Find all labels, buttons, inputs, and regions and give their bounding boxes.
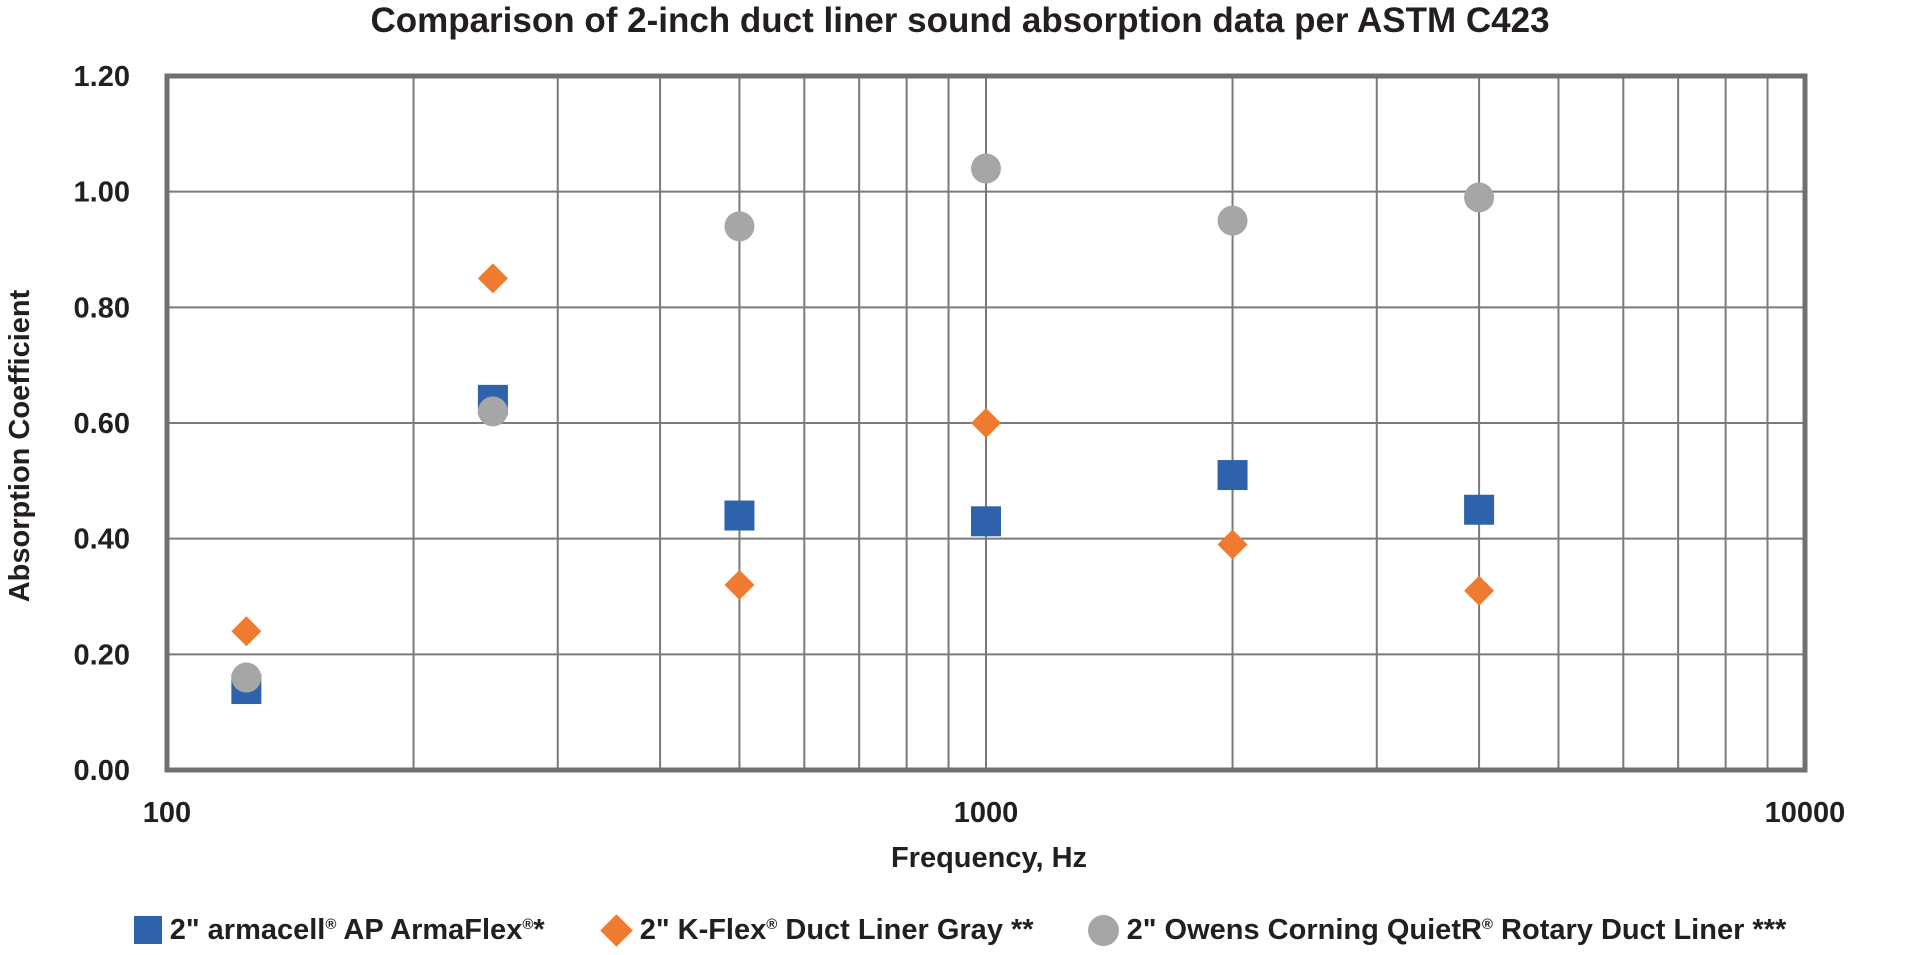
- circle-marker-icon: [1087, 914, 1119, 946]
- y-tick-label: 0.60: [74, 408, 130, 440]
- data-points: [231, 153, 1495, 705]
- y-tick-label: 0.80: [74, 292, 130, 324]
- legend-label-owens-corning: 2" Owens Corning QuietR® Rotary Duct Lin…: [1126, 913, 1787, 946]
- legend-label-kflex: 2" K-Flex® Duct Liner Gray **: [639, 913, 1034, 946]
- x-tick-label: 100: [143, 797, 191, 829]
- square-marker-icon: [133, 916, 162, 944]
- data-point-diamond: [724, 569, 755, 600]
- diamond-marker-icon: [599, 913, 633, 947]
- data-point-square: [1464, 494, 1495, 525]
- legend-item-kflex: 2" K-Flex® Duct Liner Gray **: [599, 914, 1034, 947]
- y-tick-label: 1.20: [74, 61, 130, 93]
- data-point-circle: [477, 396, 508, 427]
- y-tick-label: 0.20: [74, 639, 130, 671]
- data-point-square: [971, 506, 1001, 537]
- data-point-diamond: [477, 263, 508, 294]
- data-point-circle: [971, 153, 1001, 184]
- y-tick-label: 0.40: [74, 524, 130, 556]
- data-point-diamond: [1464, 575, 1495, 606]
- axes: 0.00 0.20 0.40 0.60 0.80 1.00 1.20 100 1000 10000: [74, 61, 1846, 829]
- x-axis-label: Frequency, Hz: [891, 842, 1087, 874]
- data-point-circle: [724, 211, 755, 242]
- y-axis-label: Absorption Coefficient: [4, 289, 36, 602]
- legend-label-armaflex: 2" armacell® AP ArmaFlex®*: [169, 913, 545, 946]
- data-point-diamond: [1217, 529, 1248, 560]
- legend-item-owens-corning: 2" Owens Corning QuietR® Rotary Duct Lin…: [1087, 913, 1787, 947]
- data-point-circle: [1217, 205, 1248, 236]
- x-tick-label: 1000: [954, 797, 1019, 829]
- y-tick-label: 1.00: [74, 177, 130, 209]
- chart-title: Comparison of 2-inch duct liner sound ab…: [370, 1, 1549, 40]
- data-point-circle: [231, 662, 262, 693]
- legend-item-armaflex: 2" armacell® AP ArmaFlex®*: [133, 913, 545, 947]
- data-point-square: [724, 500, 755, 531]
- x-tick-label: 10000: [1765, 797, 1846, 829]
- data-point-diamond: [231, 616, 262, 647]
- legend: 2" armacell® AP ArmaFlex®* 2" K-Flex® Du…: [0, 910, 1920, 950]
- y-tick-label: 0.00: [74, 755, 130, 787]
- data-point-circle: [1464, 182, 1495, 213]
- plot-frame: [164, 73, 1808, 773]
- data-point-diamond: [971, 408, 1001, 438]
- data-point-square: [1217, 460, 1248, 491]
